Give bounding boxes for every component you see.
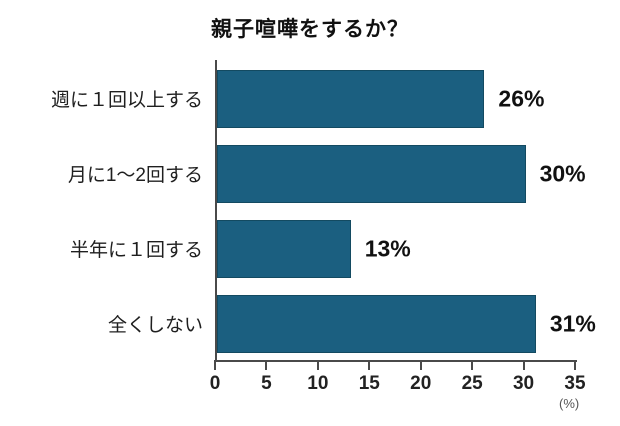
unit-label: (%) — [559, 396, 580, 411]
value-label: 30% — [539, 160, 586, 186]
tick-mark — [316, 362, 319, 370]
bar-track: 30% — [215, 136, 586, 211]
tick-mark — [471, 362, 474, 370]
category-label: 全くしない — [107, 315, 203, 336]
category-label: 月に1〜2回する — [67, 165, 203, 186]
tick-mark — [419, 362, 422, 370]
tick-label: 25 — [461, 373, 483, 394]
bar — [217, 294, 536, 353]
x-axis-line — [214, 360, 577, 362]
bar — [217, 219, 351, 278]
value-label: 13% — [364, 235, 411, 261]
tick-label: 30 — [512, 373, 535, 394]
value-label: 31% — [549, 310, 596, 336]
tick-label: 5 — [261, 373, 272, 394]
bar-track: 26% — [215, 61, 575, 136]
tick-label: 20 — [410, 373, 432, 394]
category-label: 半年に１回する — [69, 240, 203, 261]
bar — [217, 144, 526, 203]
tick-label: 15 — [358, 373, 380, 394]
value-label: 26% — [498, 85, 545, 111]
tick-label: 35 — [564, 373, 586, 394]
x-axis-ticks: 0 5 10 15 20 25 30 35 — [210, 360, 586, 420]
bar-track: 31% — [215, 286, 596, 361]
y-axis-line — [215, 60, 217, 362]
tick-label: 0 — [209, 373, 221, 394]
chart-title: 親子喧嘩をするか？ — [211, 18, 409, 41]
chart-row: 月に1〜2回する 30% — [20, 136, 600, 211]
bar — [217, 69, 485, 128]
tick-mark — [368, 362, 371, 370]
tick-mark — [214, 362, 216, 370]
tick-mark — [265, 362, 268, 370]
tick-mark — [574, 362, 576, 370]
chart-row: 週に１回以上する 26% — [20, 61, 600, 136]
chart-row: 全くしない 31% — [20, 286, 600, 361]
tick-mark — [522, 362, 525, 370]
chart-row: 半年に１回する 13% — [20, 211, 600, 286]
bar-track: 13% — [215, 211, 575, 286]
category-label: 週に１回以上する — [50, 90, 203, 111]
tick-label: 10 — [307, 373, 329, 394]
chart-rows: 週に１回以上する 26% 月に1〜2回する 30% 半年に１回する 13% 全くしない 31% — [20, 61, 600, 361]
